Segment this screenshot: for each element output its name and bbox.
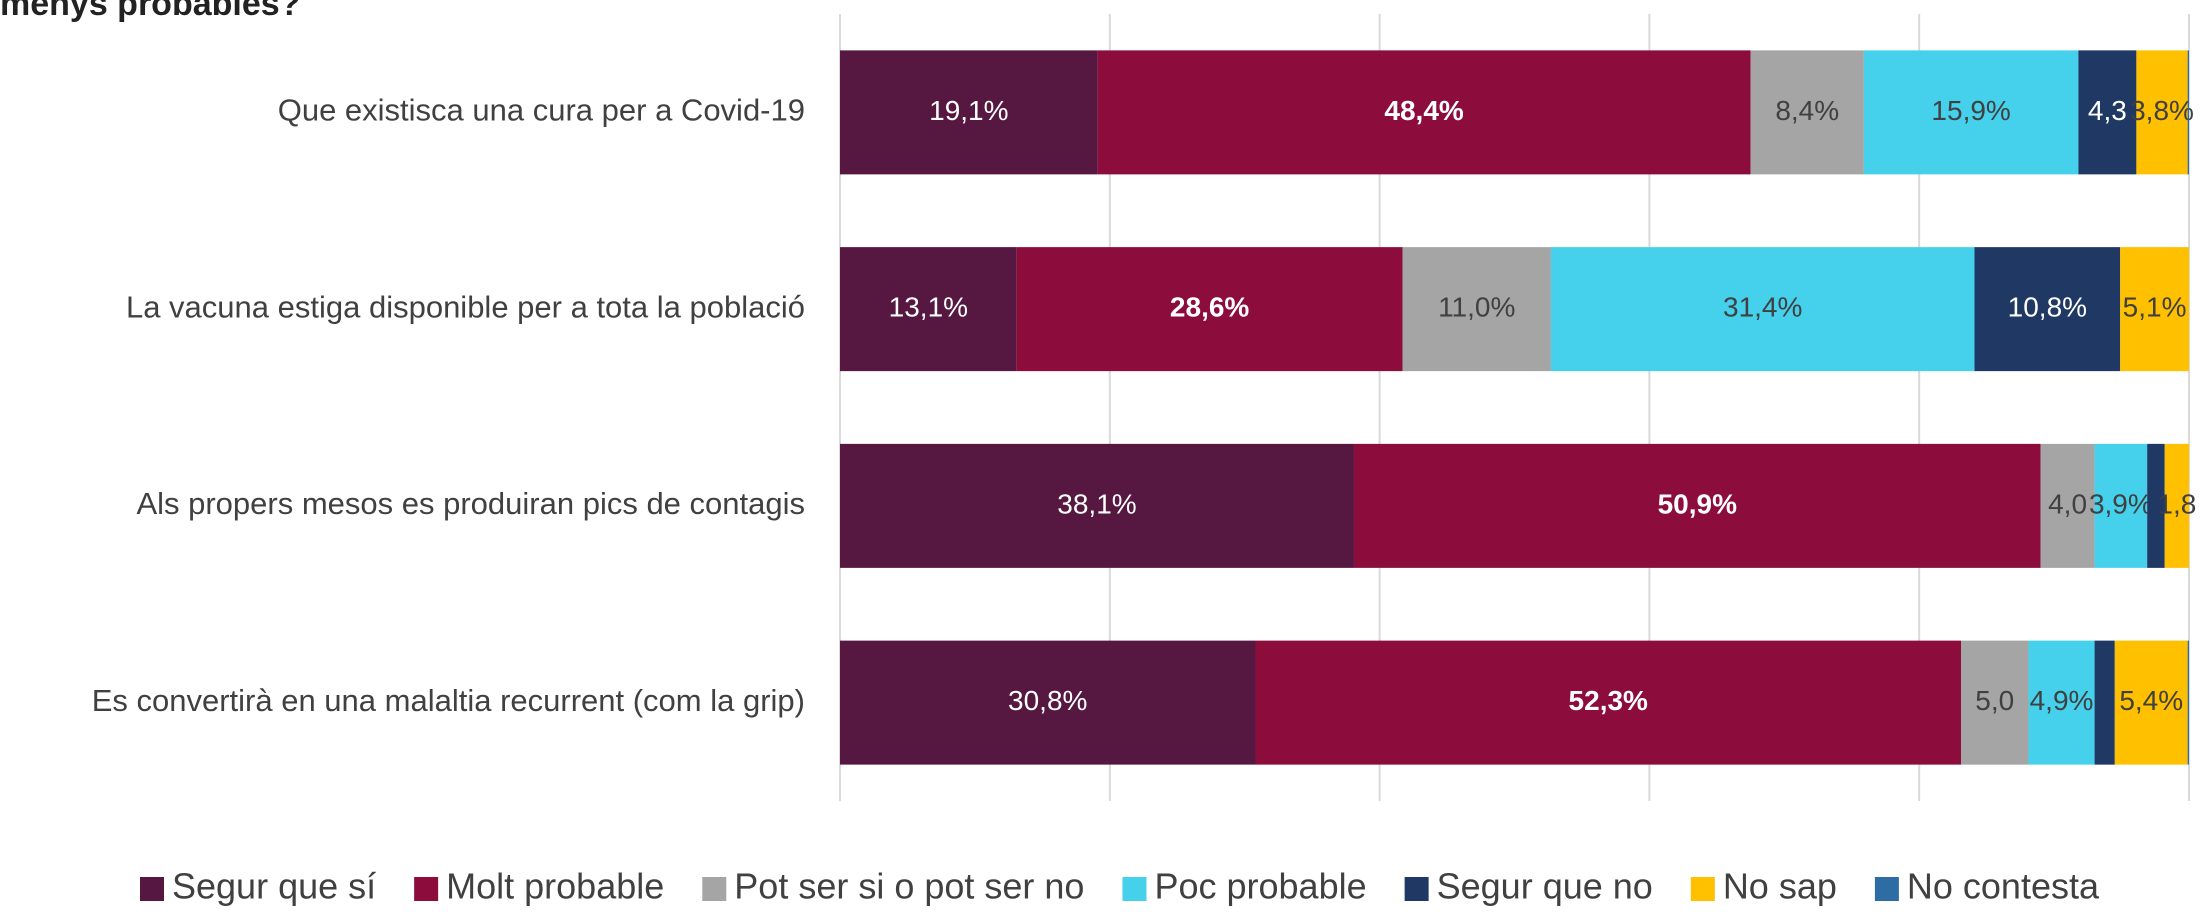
chart-title: menys probables? <box>0 0 300 23</box>
legend-swatch <box>1690 877 1715 901</box>
bar-segment <box>2094 443 2148 568</box>
legend-swatch <box>140 877 164 901</box>
data-label: 4,9% <box>2030 685 2094 716</box>
bar-segment <box>2114 640 2188 765</box>
bar-segment <box>2078 50 2137 175</box>
data-label: 5,0 <box>1975 685 2014 716</box>
y-tick-label: Que existisca una cura per a Covid-19 <box>278 93 805 128</box>
y-tick-label: La vacuna estiga disponible per a tota l… <box>126 289 805 324</box>
data-label: 50,9% <box>1658 488 1737 519</box>
bar-segment <box>1097 50 1751 175</box>
bar-segment <box>840 640 1256 765</box>
bar-segment <box>2187 640 2189 765</box>
bar-segment <box>1353 443 2041 568</box>
legend-label: No sap <box>1723 866 1837 907</box>
legend-label: Molt probable <box>446 866 664 907</box>
bar-segment <box>2187 50 2189 175</box>
data-label: 48,4% <box>1384 95 1463 126</box>
bar-segment <box>1750 50 1864 175</box>
data-label: 31,4% <box>1723 292 1802 323</box>
data-label: 52,3% <box>1569 685 1648 716</box>
data-label: 5,4% <box>2119 685 2183 716</box>
bar-segment <box>2040 443 2095 568</box>
data-label: 19,1% <box>929 95 1008 126</box>
bar-segment <box>840 247 1017 372</box>
bar-segment <box>840 50 1098 175</box>
bar-segment <box>2028 640 2095 765</box>
bar-segment <box>2147 443 2165 568</box>
legend-label: No contesta <box>1907 866 2100 907</box>
data-label: 4,3 <box>2088 95 2127 126</box>
bar-segment <box>2164 443 2189 568</box>
data-label: 4,0 <box>2048 488 2087 519</box>
bar-segment <box>2136 50 2188 175</box>
legend-label: Pot ser si o pot ser no <box>734 866 1084 907</box>
data-label: 8,4% <box>1775 95 1839 126</box>
legend-swatch <box>1122 877 1147 901</box>
legend-label: Segur que sí <box>172 866 376 907</box>
bar-segment <box>840 443 1354 568</box>
bar-segment <box>1863 50 2079 175</box>
bar-segment <box>1016 247 1403 372</box>
bar-segment <box>1961 640 2029 765</box>
bar-segment <box>2120 247 2189 372</box>
bar-segment <box>1255 640 1962 765</box>
legend-swatch <box>702 877 727 901</box>
legend-swatch <box>1404 877 1429 901</box>
y-tick-label: Es convertirà en una malaltia recurrent … <box>92 683 805 718</box>
bar-segment <box>1974 247 2121 372</box>
legend-swatch <box>1874 877 1899 901</box>
data-label: 30,8% <box>1008 685 1087 716</box>
legend-label: Segur que no <box>1437 866 1653 907</box>
legend-label: Poc probable <box>1154 866 1366 907</box>
data-label: 11,0% <box>1438 292 1515 323</box>
data-label: 3,8% <box>2130 95 2194 126</box>
data-label: 1,8 <box>2157 488 2196 519</box>
data-label: 5,1% <box>2123 292 2187 323</box>
data-label: 28,6% <box>1170 292 1249 323</box>
data-label: 10,8% <box>2008 292 2087 323</box>
y-tick-label: Als propers mesos es produiran pics de c… <box>136 486 805 521</box>
data-label: 15,9% <box>1931 95 2010 126</box>
bar-segment <box>1550 247 1975 372</box>
data-label: 3,9% <box>2089 488 2153 519</box>
bar-segment <box>1402 247 1551 372</box>
data-label: 13,1% <box>889 292 968 323</box>
legend-swatch <box>414 877 439 901</box>
data-label: 38,1% <box>1057 488 1136 519</box>
bar-segment <box>2094 640 2115 765</box>
